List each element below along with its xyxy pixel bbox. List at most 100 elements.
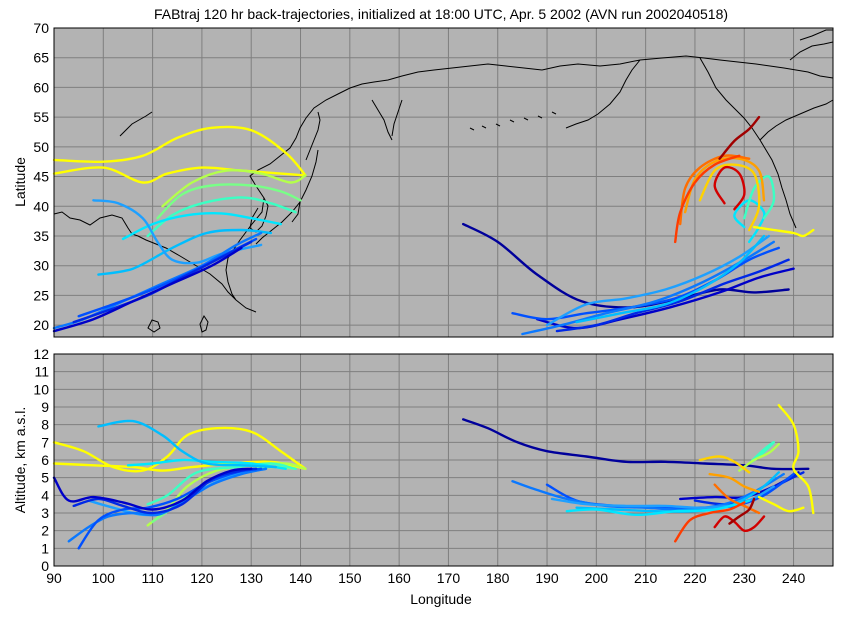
map-y-tick-labels: 20 25 30 35 40 45 50 55 60 65 70 — [33, 20, 49, 333]
trajectory-line — [738, 442, 780, 472]
y-tick-label: 20 — [33, 317, 49, 333]
y-tick-label: 5 — [41, 470, 49, 486]
x-tick-label: 170 — [437, 570, 461, 586]
y-tick-label: 60 — [33, 79, 49, 95]
asia-coastline — [53, 63, 543, 313]
figure-title: FABtraj 120 hr back-trajectories, initia… — [154, 6, 728, 22]
canada-coastline — [759, 29, 834, 141]
altitude-trajectories — [52, 404, 815, 550]
x-tick-label: 240 — [782, 570, 806, 586]
y-tick-label: 30 — [33, 258, 49, 274]
trajectory-line — [698, 163, 761, 232]
trajectory-line — [161, 168, 307, 208]
trajectory-line — [52, 166, 307, 184]
trajectory-line — [674, 501, 746, 543]
trajectory-line — [146, 462, 297, 506]
trajectory-line — [777, 404, 815, 515]
aleutian-islands — [469, 111, 557, 131]
trajectory-line — [555, 258, 790, 333]
y-tick-label: 11 — [34, 364, 49, 380]
y-tick-label: 65 — [33, 50, 49, 66]
trajectory-line — [511, 472, 785, 511]
trajectory-line — [121, 212, 282, 241]
trajectory-line — [565, 499, 751, 517]
sea-of-okhotsk-island — [119, 111, 153, 137]
y-tick-label: 40 — [33, 198, 49, 214]
y-tick-label: 9 — [41, 399, 49, 415]
trajectory-line — [52, 467, 253, 511]
trajectory-line — [97, 228, 273, 276]
trajectory-line — [72, 467, 258, 515]
y-tick-label: 12 — [33, 346, 49, 362]
trajectory-line — [52, 125, 307, 177]
japan-coastline — [255, 149, 319, 245]
y-tick-label: 35 — [33, 228, 49, 244]
y-tick-label: 70 — [33, 20, 49, 36]
x-tick-label: 130 — [240, 570, 264, 586]
y-tick-label: 55 — [33, 109, 49, 125]
trajectory-line — [708, 472, 761, 493]
kamchatka-coastline — [371, 99, 403, 141]
sakhalin-coastline — [305, 111, 321, 161]
map-frame — [53, 27, 834, 338]
x-tick-label: 180 — [486, 570, 510, 586]
x-tick-label: 110 — [141, 570, 164, 586]
trajectory-line — [545, 234, 771, 327]
x-tick-label: 100 — [92, 570, 116, 586]
y-tick-label: 2 — [41, 523, 49, 539]
x-tick-label: 200 — [585, 570, 609, 586]
taiwan-coastline — [199, 315, 209, 333]
trajectory-line — [713, 165, 746, 211]
hainan-coastline — [147, 319, 161, 333]
altitude-x-tick-labels: 90 100 110 120 130 140 150 160 170 180 190 200 210 22… — [46, 570, 805, 586]
y-tick-label: 45 — [33, 169, 49, 185]
x-tick-label: 230 — [733, 570, 757, 586]
trajectory-line — [698, 455, 751, 474]
y-tick-label: 1 — [41, 540, 49, 556]
trajectory-line — [146, 196, 297, 238]
altitude-y-axis-label: Altitude, km a.s.l. — [12, 407, 28, 514]
trajectory-line — [728, 497, 756, 525]
trajectory-line — [462, 418, 810, 471]
x-axis-label: Longitude — [410, 591, 472, 607]
y-tick-label: 50 — [33, 139, 49, 155]
y-tick-label: 10 — [33, 381, 49, 397]
trajectory-line — [52, 460, 307, 472]
trajectory-line — [713, 515, 766, 533]
x-tick-label: 160 — [387, 570, 411, 586]
y-tick-label: 8 — [41, 417, 49, 433]
y-tick-label: 3 — [41, 505, 49, 521]
y-tick-label: 4 — [41, 487, 49, 503]
trajectory-line — [97, 419, 278, 469]
trajectory-line — [757, 495, 805, 513]
map-trajectories — [52, 115, 815, 336]
trajectory-line — [743, 175, 776, 220]
trajectory-line — [674, 154, 741, 244]
korea-coastline — [249, 197, 269, 233]
x-tick-label: 120 — [190, 570, 214, 586]
x-tick-label: 90 — [46, 570, 62, 586]
x-tick-label: 190 — [535, 570, 559, 586]
y-tick-label: 7 — [41, 434, 49, 450]
trajectory-line — [511, 246, 780, 321]
trajectory-line — [713, 483, 761, 515]
trajectory-line — [156, 183, 302, 220]
trajectory-line — [752, 225, 815, 238]
trajectory-line — [718, 115, 761, 160]
map-panel: 20 25 30 35 40 45 50 55 60 65 70 Latitude — [12, 20, 834, 338]
y-tick-label: 0 — [41, 558, 49, 574]
coastlines — [53, 29, 834, 333]
trajectory-line — [52, 246, 243, 333]
x-tick-label: 210 — [634, 570, 658, 586]
y-tick-label: 6 — [41, 452, 49, 468]
x-tick-label: 220 — [683, 570, 707, 586]
altitude-frame — [53, 353, 834, 567]
x-tick-label: 140 — [289, 570, 313, 586]
trajectory-line — [52, 426, 307, 473]
map-y-axis-label: Latitude — [12, 157, 28, 207]
trajectory-line — [679, 154, 751, 226]
trajectory-line — [575, 234, 766, 324]
